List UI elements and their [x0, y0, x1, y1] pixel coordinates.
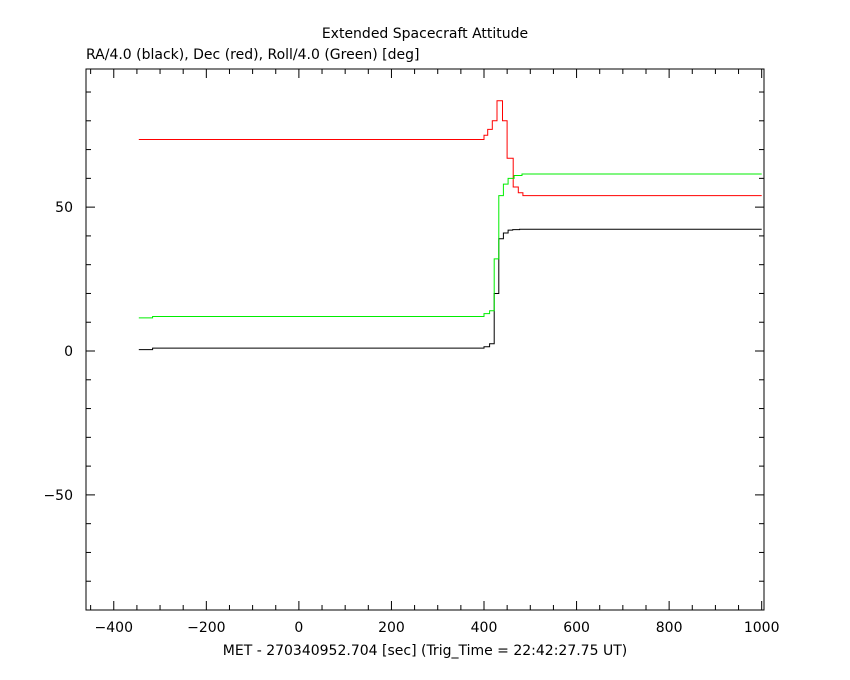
series-line-1: [138, 228, 762, 351]
y-tick-label: 50: [55, 200, 73, 216]
series-line-2: [138, 100, 762, 197]
y-tick-label: −50: [43, 488, 73, 504]
x-tick-label: 0: [294, 620, 303, 636]
x-tick-label: −400: [95, 620, 133, 636]
x-tick-label: 200: [378, 620, 405, 636]
chart-title: Extended Spacecraft Attitude: [322, 26, 528, 42]
chart-subtitle: RA/4.0 (black), Dec (red), Roll/4.0 (Gre…: [86, 47, 419, 63]
plot-frame: [85, 68, 765, 611]
x-tick-label: 1000: [744, 620, 780, 636]
x-tick-label: 400: [471, 620, 498, 636]
x-axis-label: MET - 270340952.704 [sec] (Trig_Time = 2…: [223, 643, 627, 659]
y-tick-label: 0: [64, 344, 73, 360]
x-tick-label: 800: [656, 620, 683, 636]
x-tick-label: 600: [563, 620, 590, 636]
series-line-3: [138, 173, 762, 319]
x-tick-label: −200: [187, 620, 225, 636]
tick-layer: −400 −200 0 200 400 600 800 1000 −50 0 50: [43, 69, 780, 636]
series-layer: [138, 100, 762, 351]
